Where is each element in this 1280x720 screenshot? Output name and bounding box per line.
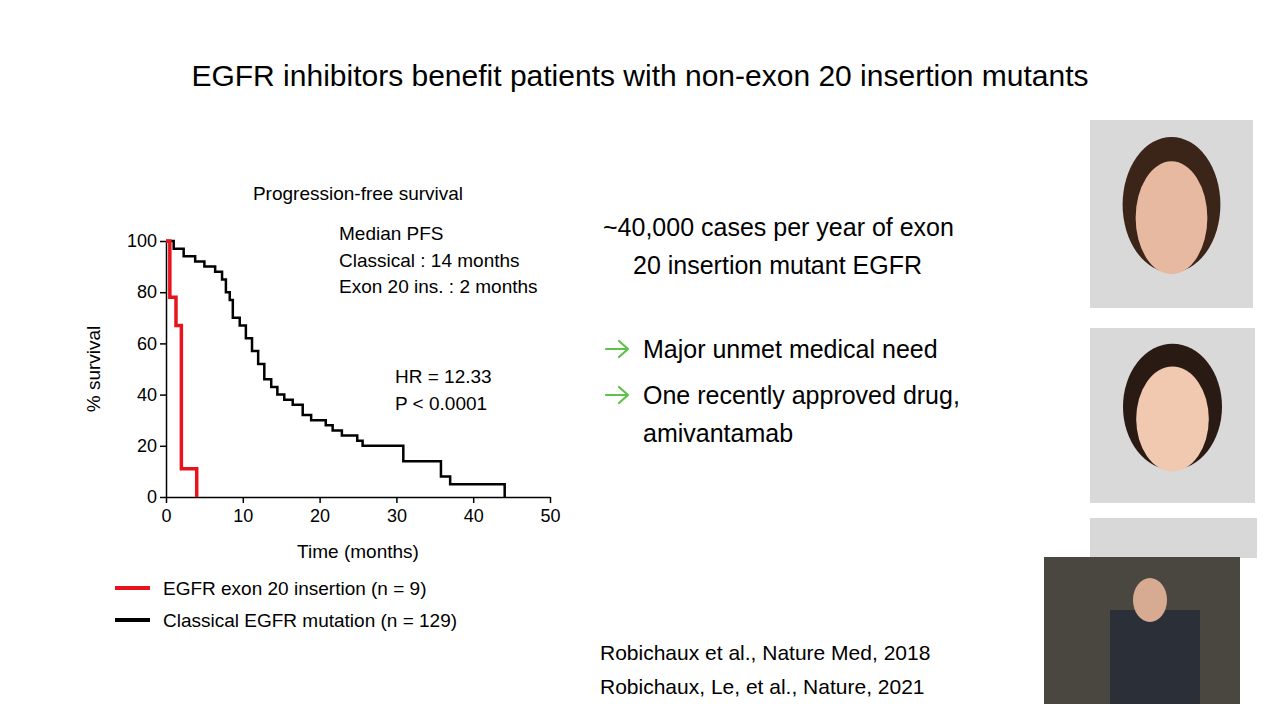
annotation: HR = 12.33 bbox=[395, 366, 492, 387]
bullet-text: One recently approved drug, bbox=[643, 381, 960, 409]
x-tick: 10 bbox=[233, 497, 253, 526]
legend-label: Classical EGFR mutation (n = 129) bbox=[163, 610, 457, 631]
x-axis: 0 10 20 30 40 50 bbox=[161, 497, 560, 526]
video-inset bbox=[1044, 557, 1240, 704]
x-axis-line bbox=[167, 497, 551, 499]
x-tick-mark bbox=[396, 497, 398, 503]
x-tick-label: 40 bbox=[464, 506, 484, 526]
photo-face bbox=[1136, 161, 1208, 274]
arrow-bullet bbox=[606, 387, 628, 403]
reference: Robichaux, Le, et al., Nature, 2021 bbox=[600, 675, 925, 698]
bullet-text: 20 insertion mutant EGFR bbox=[633, 251, 922, 279]
slide: EGFR inhibitors benefit patients with no… bbox=[0, 0, 1280, 720]
bullet-text: ~40,000 cases per year of exon bbox=[603, 213, 954, 241]
photo bbox=[1090, 328, 1255, 503]
photo-frame bbox=[1090, 518, 1257, 558]
y-tick: 40 bbox=[137, 385, 166, 405]
x-tick-label: 0 bbox=[161, 506, 171, 526]
legend-swatch bbox=[115, 618, 150, 622]
y-tick: 60 bbox=[137, 334, 166, 354]
y-axis: 0 20 40 60 80 100 bbox=[127, 231, 167, 507]
x-tick: 0 bbox=[161, 497, 171, 526]
chart: Progression-free survival 0 10 20 30 40 50 0 20 4… bbox=[83, 183, 561, 631]
arrow-bullet bbox=[606, 341, 628, 357]
annotation: Median PFS bbox=[339, 223, 444, 244]
y-tick-mark bbox=[160, 292, 166, 294]
y-tick: 100 bbox=[127, 231, 166, 251]
y-tick-label: 0 bbox=[147, 487, 157, 507]
y-tick-label: 20 bbox=[137, 436, 157, 456]
x-tick-label: 10 bbox=[233, 506, 253, 526]
y-tick: 20 bbox=[137, 436, 166, 456]
x-tick-label: 30 bbox=[387, 506, 407, 526]
x-tick: 40 bbox=[464, 497, 484, 526]
y-tick-label: 40 bbox=[137, 385, 157, 405]
chart-title: Progression-free survival bbox=[253, 183, 463, 204]
x-axis-title: Time (months) bbox=[297, 541, 419, 562]
bullet-text: Major unmet medical need bbox=[643, 335, 938, 363]
reference: Robichaux et al., Nature Med, 2018 bbox=[600, 641, 930, 664]
legend-label: EGFR exon 20 insertion (n = 9) bbox=[163, 578, 427, 599]
x-tick-label: 20 bbox=[310, 506, 330, 526]
x-tick-mark bbox=[473, 497, 475, 503]
y-axis-line bbox=[166, 242, 168, 498]
annotation: Classical : 14 months bbox=[339, 250, 520, 271]
x-tick: 30 bbox=[387, 497, 407, 526]
x-tick-mark bbox=[550, 497, 552, 503]
background bbox=[0, 0, 1280, 720]
video-frame bbox=[1044, 557, 1240, 704]
legend-swatch bbox=[115, 586, 150, 590]
km-curve bbox=[166, 241, 197, 497]
y-tick-mark bbox=[160, 497, 166, 499]
speaker-body bbox=[1110, 610, 1200, 704]
y-tick-mark bbox=[160, 241, 166, 243]
annotation: Exon 20 ins. : 2 months bbox=[339, 276, 538, 297]
x-tick-label: 50 bbox=[540, 506, 560, 526]
bullet-text: amivantamab bbox=[643, 419, 793, 447]
photo bbox=[1090, 518, 1257, 558]
photo-frame bbox=[1090, 120, 1253, 308]
y-axis-title: % survival bbox=[83, 326, 104, 413]
x-tick: 20 bbox=[310, 497, 330, 526]
y-tick-mark bbox=[160, 394, 166, 396]
annotation: P < 0.0001 bbox=[395, 393, 487, 414]
photo bbox=[1090, 120, 1253, 308]
y-tick-label: 80 bbox=[137, 282, 157, 302]
photo-frame bbox=[1090, 328, 1255, 503]
speaker-head bbox=[1133, 578, 1167, 622]
photo-face bbox=[1136, 367, 1209, 472]
x-tick-mark bbox=[243, 497, 245, 503]
x-tick-mark bbox=[319, 497, 321, 503]
slide-title: EGFR inhibitors benefit patients with no… bbox=[191, 59, 1088, 92]
y-tick-mark bbox=[160, 446, 166, 448]
y-tick-label: 100 bbox=[127, 231, 157, 251]
x-tick: 50 bbox=[540, 497, 560, 526]
y-tick-mark bbox=[160, 343, 166, 345]
y-tick: 0 bbox=[147, 487, 166, 507]
y-tick: 80 bbox=[137, 282, 166, 302]
y-tick-label: 60 bbox=[137, 334, 157, 354]
